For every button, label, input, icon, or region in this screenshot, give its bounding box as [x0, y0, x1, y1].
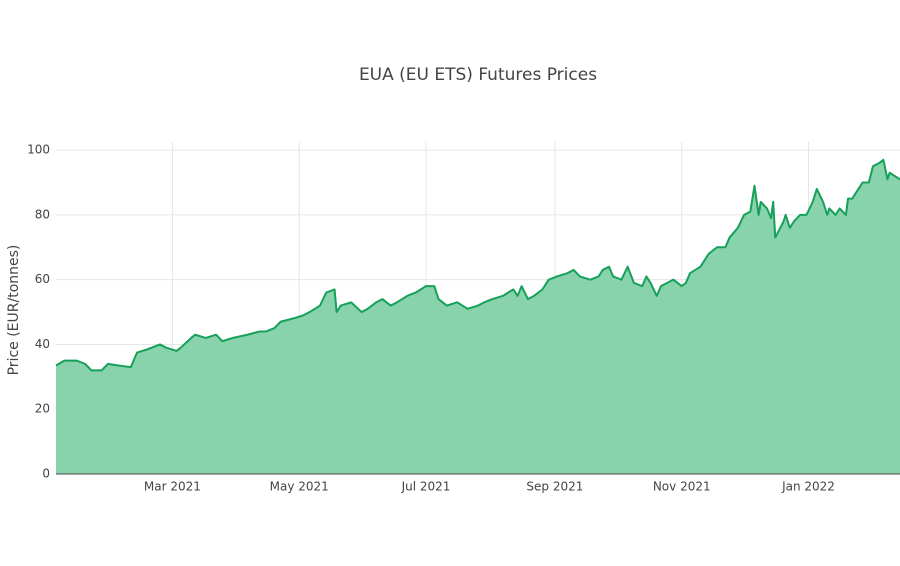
y-tick-label: 100: [27, 143, 50, 157]
y-tick-label: 80: [35, 207, 50, 221]
x-tick-label: Jul 2021: [401, 480, 451, 494]
x-tick-label: Mar 2021: [144, 480, 201, 494]
y-tick-label: 0: [42, 467, 50, 481]
y-tick-label: 60: [35, 272, 50, 286]
price-line: [55, 158, 900, 372]
area-fill: [56, 159, 900, 474]
x-tick-label: Nov 2021: [653, 480, 711, 494]
y-tick-label: 40: [35, 337, 50, 351]
chart-title: EUA (EU ETS) Futures Prices: [359, 65, 597, 85]
y-axis-label: Price (EUR/tonnes): [6, 245, 22, 376]
y-tick-label: 20: [35, 402, 50, 416]
x-tick-label: Sep 2021: [526, 480, 583, 494]
x-tick-label: May 2021: [270, 480, 329, 494]
x-tick-label: Jan 2022: [781, 480, 835, 494]
